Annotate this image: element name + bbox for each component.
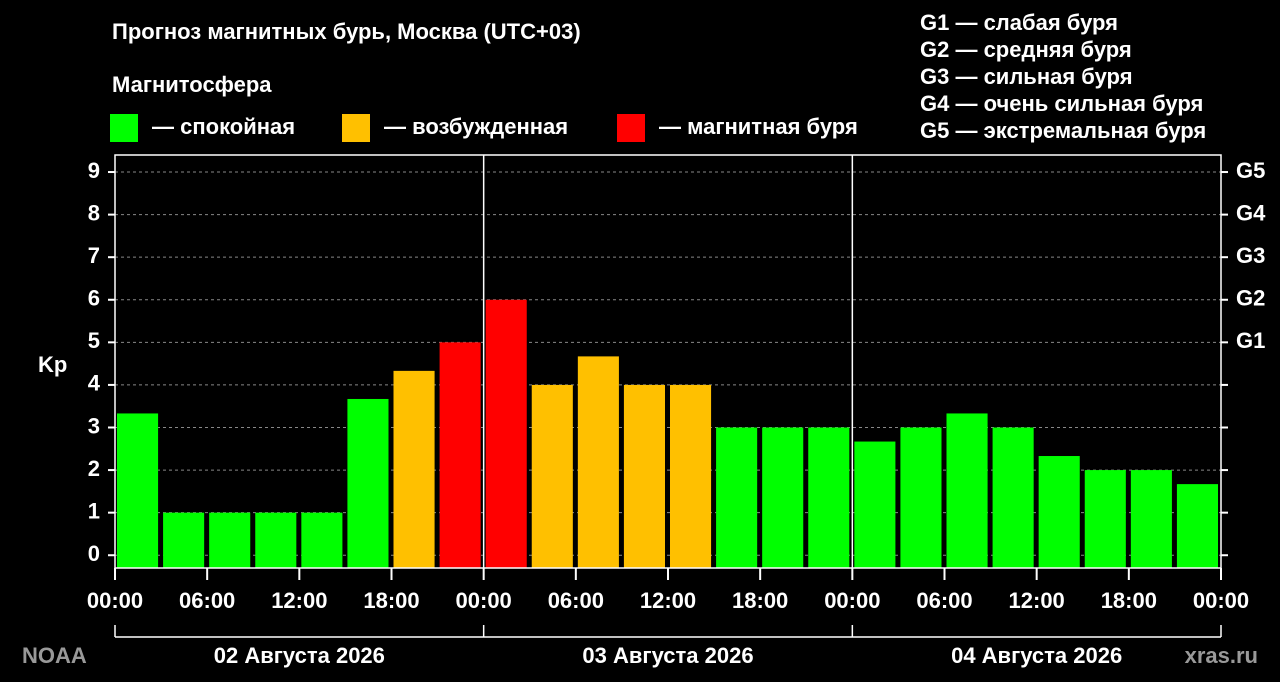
- x-tick-label: 06:00: [916, 588, 972, 613]
- bar: [393, 370, 435, 568]
- legend-swatch: [110, 114, 138, 142]
- legend-swatch: [617, 114, 645, 142]
- y2-tick-label: G1: [1236, 328, 1265, 353]
- bar: [531, 384, 573, 568]
- legend-label: — магнитная буря: [659, 114, 858, 139]
- y2-tick-label: G3: [1236, 243, 1265, 268]
- bar: [623, 384, 665, 568]
- bar: [347, 398, 389, 568]
- x-tick-label: 12:00: [271, 588, 327, 613]
- x-tick-label: 12:00: [1009, 588, 1065, 613]
- bar: [762, 427, 804, 568]
- y-tick-label: 8: [88, 200, 100, 225]
- y2-tick-label: G2: [1236, 286, 1265, 311]
- scale-note: G5 — экстремальная буря: [920, 118, 1206, 143]
- y-axis-label: Kp: [38, 352, 67, 377]
- legend-label: — спокойная: [152, 114, 295, 139]
- day-label: 03 Августа 2026: [582, 643, 753, 668]
- site: xras.ru: [1185, 643, 1258, 668]
- y2-tick-label: G5: [1236, 158, 1265, 183]
- source: NOAA: [22, 643, 87, 668]
- x-tick-label: 00:00: [87, 588, 143, 613]
- x-tick-label: 06:00: [548, 588, 604, 613]
- bar: [992, 427, 1034, 568]
- bar: [716, 427, 758, 568]
- bar: [670, 384, 712, 568]
- y-tick-label: 1: [88, 498, 100, 523]
- x-tick-label: 18:00: [363, 588, 419, 613]
- x-tick-label: 06:00: [179, 588, 235, 613]
- y-tick-label: 9: [88, 158, 100, 183]
- scale-note: G4 — очень сильная буря: [920, 91, 1203, 116]
- bar: [439, 342, 481, 568]
- bar: [1130, 470, 1172, 568]
- scale-note: G2 — средняя буря: [920, 37, 1132, 62]
- scale-note: G3 — сильная буря: [920, 64, 1133, 89]
- bar: [577, 356, 619, 568]
- bar: [485, 299, 527, 568]
- legend-swatch: [342, 114, 370, 142]
- day-label: 02 Августа 2026: [214, 643, 385, 668]
- bar: [255, 512, 297, 568]
- x-tick-label: 18:00: [1101, 588, 1157, 613]
- x-tick-label: 12:00: [640, 588, 696, 613]
- bar: [1038, 456, 1080, 568]
- bar: [1176, 484, 1218, 568]
- legend-title: Магнитосфера: [112, 72, 272, 97]
- bar: [301, 512, 343, 568]
- x-tick-label: 00:00: [1193, 588, 1249, 613]
- bar: [946, 413, 988, 568]
- bar: [854, 441, 896, 568]
- x-tick-label: 00:00: [456, 588, 512, 613]
- scale-note: G1 — слабая буря: [920, 10, 1118, 35]
- bar: [1084, 470, 1126, 568]
- y-tick-label: 4: [88, 371, 101, 396]
- bar: [900, 427, 942, 568]
- plot-frame: [114, 154, 1222, 569]
- bar: [117, 413, 159, 568]
- bar: [209, 512, 251, 568]
- x-tick-label: 18:00: [732, 588, 788, 613]
- y-tick-label: 2: [88, 456, 100, 481]
- bar: [163, 512, 205, 568]
- legend-label: — возбужденная: [384, 114, 568, 139]
- y2-tick-label: G4: [1236, 200, 1266, 225]
- y-tick-label: 3: [88, 413, 100, 438]
- day-label: 04 Августа 2026: [951, 643, 1122, 668]
- y-tick-label: 5: [88, 328, 100, 353]
- x-tick-label: 00:00: [824, 588, 880, 613]
- bar: [808, 427, 850, 568]
- y-tick-label: 6: [88, 286, 100, 311]
- y-tick-label: 7: [88, 243, 100, 268]
- y-tick-label: 0: [88, 541, 100, 566]
- chart-title: Прогноз магнитных бурь, Москва (UTC+03): [112, 19, 581, 44]
